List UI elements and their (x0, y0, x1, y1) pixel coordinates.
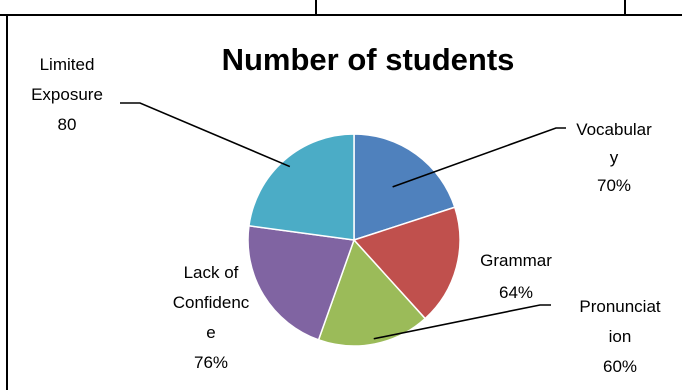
leader-line-pronunciation (373, 304, 551, 340)
label-lack-of-confidence-line-3: e (206, 323, 215, 342)
pie-slice-limited-exposure (248, 133, 355, 241)
label-limited-exposure-value: 80 (58, 115, 77, 134)
label-lack-of-confidence-line-1: Lack of (184, 263, 239, 282)
label-grammar-value: 64% (499, 283, 533, 302)
pie-slice-grammar (352, 206, 461, 320)
label-vocabulary-value: 70% (597, 176, 631, 195)
label-grammar-line-1: Grammar (480, 251, 552, 270)
leader-line-vocabulary (392, 127, 566, 188)
pie-slice-lack-of-confidence (247, 224, 356, 341)
data-labels: Vocabular y 70% Grammar 64% Pronunciat ion 60% L… (31, 55, 661, 376)
leader-lines (120, 102, 566, 340)
label-limited-exposure-line-2: Exposure (31, 85, 103, 104)
leader-line-limited-exposure (120, 102, 291, 168)
label-pronunciation-line-1: Pronunciat (579, 297, 661, 316)
label-lack-of-confidence-value: 76% (194, 353, 228, 372)
label-lack-of-confidence-line-2: Confidenc (173, 293, 250, 312)
label-pronunciation-value: 60% (603, 357, 637, 376)
pie-slices (247, 133, 461, 347)
label-limited-exposure-line-1: Limited (40, 55, 95, 74)
chart-title: Number of students (222, 42, 515, 77)
label-pronunciation-line-2: ion (609, 327, 632, 346)
label-vocabulary-line-1: Vocabular (576, 120, 652, 139)
pie-slice-vocabulary (353, 133, 456, 242)
label-vocabulary-line-2: y (610, 148, 619, 167)
